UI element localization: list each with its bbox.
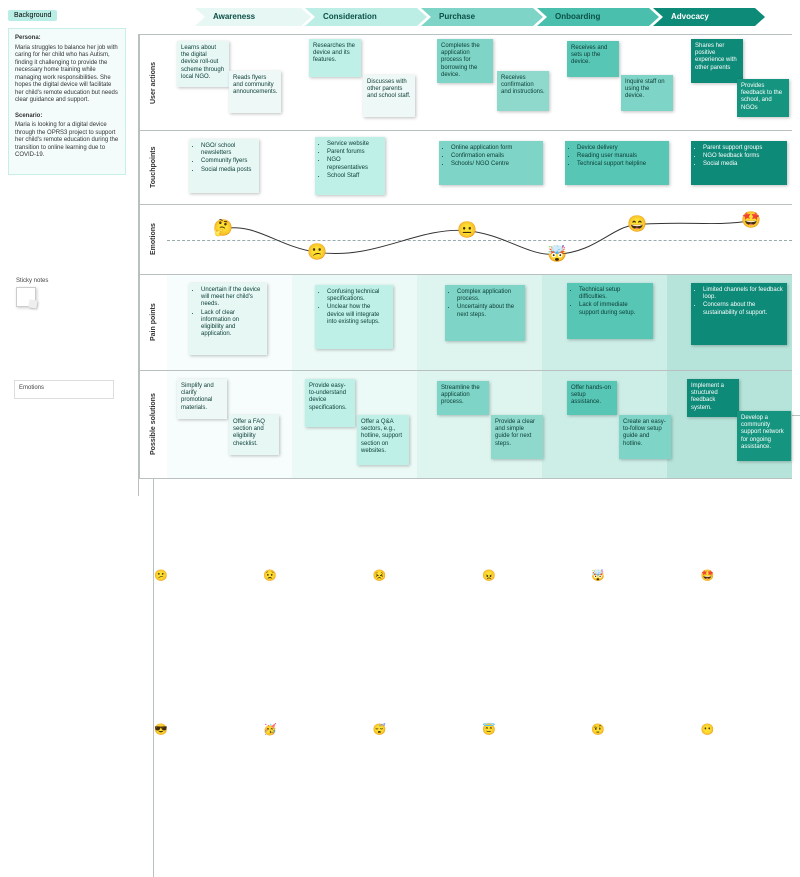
legend-emoji: 😶 [701,725,800,877]
note-ps-pu1: Streamline the application process. [437,381,489,415]
emotion-face: 🤩 [741,213,761,229]
scenario-heading: Scenario: [15,113,119,121]
legend-emotions: Emotions 😍😄😊🙂😐🤔😕😟😣😠🤯🤩😎🥳😴😇🤨😶 [14,380,114,399]
emotion-face: 🤔 [213,221,233,237]
row-label-emotions: Emotions [139,205,167,274]
note-ua-aw1: Learns about the digital device roll-out… [177,41,229,87]
note-ps-pu2: Provide a clear and simple guide for nex… [491,415,543,459]
note-pp-on: Technical setup difficulties.Lack of imm… [567,283,653,339]
note-ua-ad2: Provides feedback to the school, and NGO… [737,79,789,117]
phase-awareness: Awareness [195,8,311,26]
phase-header-row: AwarenessConsiderationPurchaseOnboarding… [195,8,759,26]
legend-emoji: 🤯 [591,571,697,723]
lane-emotions: 🤔 😕 😐 🤯 😄 🤩 [167,205,792,274]
row-label-touchpoints: Touchpoints [139,131,167,204]
legend-sticky: Sticky notes [16,278,48,307]
lane-solutions: Simplify and clarify promotional materia… [167,371,792,478]
note-tp-pu: Online application formConfirmation emai… [439,141,543,185]
note-ps-co1: Provide easy-to-understand device specif… [305,379,355,427]
emotion-face: 😄 [627,217,647,233]
sticky-note-icon [16,287,36,307]
note-ua-on2: Inquire staff on using the device. [621,75,673,111]
phase-advocacy: Advocacy [653,8,765,26]
legend-emoji: 🤨 [591,725,697,877]
note-pp-aw: Uncertain if the device will meet her ch… [189,283,267,355]
note-ps-on1: Offer hands-on setup assistance. [567,381,617,415]
note-ps-ad2: Develop a community support network for … [737,411,791,461]
note-tp-aw: NGO/ school newslettersCommunity flyersS… [189,139,259,193]
phase-onboarding: Onboarding [537,8,659,26]
note-ua-aw2: Reads flyers and community announcements… [229,71,281,113]
note-tp-ad: Parent support groupsNGO feedback formsS… [691,141,787,185]
note-pp-ad: Limited channels for feedback loop.Conce… [691,283,787,345]
lane-pain-points: Uncertain if the device will meet her ch… [167,275,792,370]
note-ps-aw2: Offer a FAQ section and eligibility chec… [229,415,279,455]
row-label-pain-points: Pain points [139,275,167,370]
note-tp-co: Service websiteParent forumsNGO represen… [315,137,385,195]
phase-consideration: Consideration [305,8,427,26]
background-label: Background [8,10,57,21]
note-ua-pu1: Completes the application process for bo… [437,39,493,83]
legend-emoji: 😎 [154,725,260,877]
emotion-face: 😕 [307,245,327,261]
row-emotions: Emotions 🤔 😕 😐 🤯 😄 🤩 [139,205,792,275]
legend-emoji: 😇 [482,725,588,877]
journey-grid: User actions Learns about the digital de… [138,34,792,496]
note-ua-pu2: Receives confirmation and instructions. [497,71,549,111]
note-ua-co2: Discusses with other parents and school … [363,75,415,117]
emotion-face: 🤯 [547,247,567,263]
legend-emoji: 😟 [263,571,369,723]
row-user-actions: User actions Learns about the digital de… [139,35,792,131]
note-pp-co: Confusing technical specifications.Uncle… [315,285,393,349]
row-touchpoints: Touchpoints NGO/ school newslettersCommu… [139,131,792,205]
note-tp-on: Device deliveryReading user manualsTechn… [565,141,669,185]
phase-purchase: Purchase [421,8,543,26]
legend-emoji: 🥳 [263,725,369,877]
note-ua-ad1: Shares her positive experience with othe… [691,39,743,83]
row-pain-points: Pain points Uncertain if the device will… [139,275,792,371]
row-label-solutions: Possible solutions [139,371,167,478]
note-ps-on2: Create an easy-to-follow setup guide and… [619,415,671,459]
legend-emoji: 😴 [373,725,479,877]
legend-emoji: 🤩 [701,571,800,723]
legend-emoji: 😣 [373,571,479,723]
note-ps-aw1: Simplify and clarify promotional materia… [177,379,227,419]
persona-scenario-box: Persona: Maria struggles to balance her … [8,28,126,175]
emotion-curve [167,205,792,274]
scenario-text: Maria is looking for a digital device th… [15,122,118,158]
note-pp-pu: Complex application process.Uncertainty … [445,285,525,341]
legend-sticky-label: Sticky notes [16,278,48,284]
persona-heading: Persona: [15,35,119,43]
note-ua-on1: Receives and sets up the device. [567,41,619,77]
note-ps-co2: Offer a Q&A sectors, e.g., hotline, supp… [357,415,409,465]
legend-emoji: 😕 [154,571,260,723]
lane-touchpoints: NGO/ school newslettersCommunity flyersS… [167,131,792,204]
note-ps-ad1: Implement a structured feedback system. [687,379,739,417]
row-label-user-actions: User actions [139,35,167,130]
persona-text: Maria struggles to balance her job with … [15,45,118,104]
emotion-face: 😐 [457,223,477,239]
row-solutions: Possible solutions Simplify and clarify … [139,371,792,479]
note-ua-co1: Researches the device and its features. [309,39,361,77]
legend-emoji: 😠 [482,571,588,723]
lane-user-actions: Learns about the digital device roll-out… [167,35,792,130]
legend-emotions-label: Emotions [19,385,109,391]
